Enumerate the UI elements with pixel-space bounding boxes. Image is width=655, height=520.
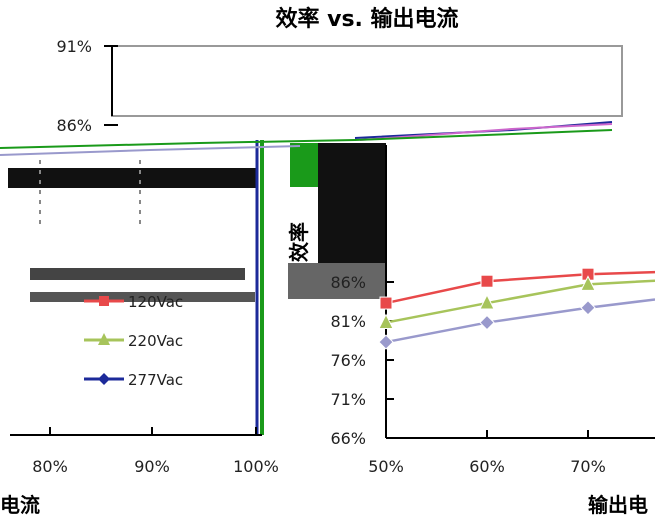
legend-marker-277Vac bbox=[98, 373, 110, 385]
left-plot-area bbox=[8, 140, 263, 435]
chart-title: 效率 vs. 输出电流 bbox=[275, 6, 458, 32]
left-plot-stripe bbox=[30, 268, 245, 280]
data-point-277Vac bbox=[580, 300, 596, 316]
glitch-series-line bbox=[0, 129, 613, 149]
back-plot-frame bbox=[111, 45, 623, 117]
legend-marker-220Vac bbox=[98, 333, 110, 345]
right-y-tick-label: 81% bbox=[330, 312, 366, 331]
glitch-series-line bbox=[0, 145, 301, 156]
data-point-120Vac bbox=[480, 274, 494, 288]
gridlines bbox=[39, 160, 141, 230]
data-point-277Vac bbox=[479, 314, 495, 331]
left-plot-band bbox=[8, 168, 258, 188]
right-x-tick-label: 50% bbox=[368, 457, 404, 476]
legend: 120Vac 220Vac 277Vac bbox=[84, 293, 183, 389]
right-y-axis-label: 效率 bbox=[287, 222, 311, 262]
data-point-120Vac bbox=[379, 296, 393, 310]
right-y-tick-label: 66% bbox=[330, 429, 366, 448]
left-x-tick-label: 80% bbox=[32, 457, 68, 476]
legend-marker-120Vac bbox=[99, 296, 109, 306]
series-line-277Vac bbox=[385, 298, 655, 344]
right-y-tick-label: 86% bbox=[330, 273, 366, 292]
back-y-tick-label: 91% bbox=[56, 37, 92, 56]
legend-label: 220Vac bbox=[128, 332, 183, 350]
right-plot-glitch-gray bbox=[288, 263, 386, 299]
legend-label: 277Vac bbox=[128, 371, 183, 389]
left-x-tick-label: 100% bbox=[233, 457, 279, 476]
right-plot-glitch-green bbox=[290, 143, 318, 187]
series-line-120Vac bbox=[385, 270, 655, 305]
tick-labels: 66% 71% 76% 81% 86% 50% 60% 70% 80% 90% 100% 91% 86% bbox=[32, 37, 606, 476]
left-plot-stripe bbox=[30, 292, 255, 302]
right-x-axis-label: 输出电 bbox=[588, 493, 648, 517]
right-y-tick-label: 71% bbox=[330, 390, 366, 409]
glitch-series-line bbox=[359, 123, 613, 141]
series-line-220Vac bbox=[385, 279, 655, 324]
right-x-tick-label: 60% bbox=[469, 457, 505, 476]
legend-label: 120Vac bbox=[128, 293, 183, 311]
right-y-tick-label: 76% bbox=[330, 351, 366, 370]
right-x-tick-label: 70% bbox=[570, 457, 606, 476]
left-x-tick-label: 90% bbox=[134, 457, 170, 476]
back-y-tick-label: 86% bbox=[56, 116, 92, 135]
data-point-220Vac bbox=[580, 275, 596, 291]
right-plot-glitch-dark bbox=[318, 143, 386, 263]
data-point-277Vac bbox=[378, 334, 394, 350]
data-point-220Vac bbox=[378, 313, 394, 330]
data-point-220Vac bbox=[479, 293, 495, 310]
left-x-axis-label: 电流 bbox=[0, 493, 40, 517]
series-lines bbox=[0, 121, 655, 350]
